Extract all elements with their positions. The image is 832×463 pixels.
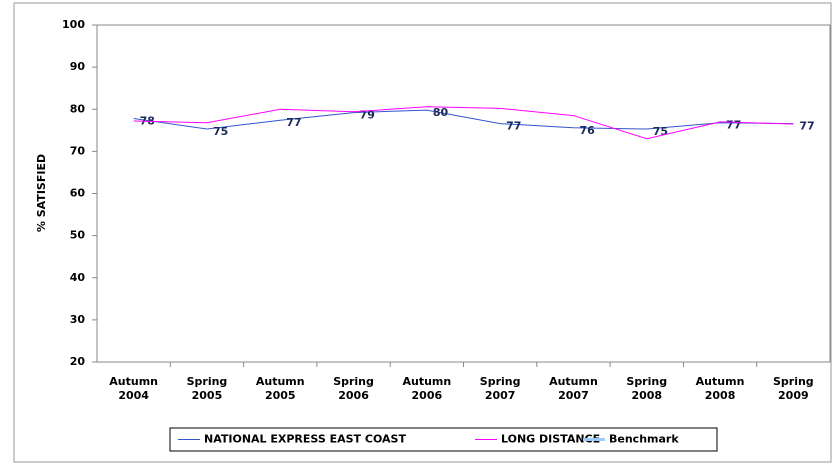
legend-label: LONG DISTANCE bbox=[501, 433, 600, 446]
y-tick-label: 60 bbox=[70, 187, 86, 200]
x-tick-label: Spring 2009 bbox=[773, 375, 814, 402]
chart-frame bbox=[13, 2, 832, 463]
y-tick-label: 70 bbox=[70, 144, 86, 157]
x-tick-label: Spring 2008 bbox=[626, 375, 667, 402]
data-label: 76 bbox=[579, 124, 595, 137]
series-line bbox=[133, 106, 794, 140]
data-label: 79 bbox=[360, 109, 375, 122]
x-tick-label: Spring 2007 bbox=[480, 375, 521, 402]
y-tick-label: 30 bbox=[70, 313, 86, 326]
y-tick-label: 50 bbox=[70, 229, 86, 242]
data-label: 77 bbox=[286, 116, 301, 129]
x-tick-label: Autumn 2005 bbox=[256, 375, 305, 402]
y-tick-label: 80 bbox=[70, 102, 86, 115]
x-tick-label: Autumn 2004 bbox=[109, 375, 158, 402]
x-tick-label: Autumn 2008 bbox=[696, 375, 745, 402]
data-label: 77 bbox=[726, 119, 741, 132]
x-tick-label: Spring 2005 bbox=[187, 375, 228, 402]
data-label: 77 bbox=[506, 120, 521, 133]
y-tick-label: 40 bbox=[70, 271, 86, 284]
x-tick-label: Autumn 2006 bbox=[402, 375, 451, 402]
data-label: 75 bbox=[213, 125, 228, 138]
x-tick-label: Autumn 2007 bbox=[549, 375, 598, 402]
y-tick-label: 100 bbox=[62, 18, 85, 31]
data-label: 77 bbox=[799, 120, 814, 133]
series-line bbox=[133, 109, 794, 130]
y-tick-label: 20 bbox=[70, 355, 86, 368]
y-tick-label: 90 bbox=[70, 60, 86, 73]
y-axis-title: % SATISFIED bbox=[35, 154, 48, 232]
legend-label: Benchmark bbox=[609, 433, 679, 446]
legend-label: NATIONAL EXPRESS EAST COAST bbox=[204, 433, 406, 446]
x-tick-label: Spring 2006 bbox=[333, 375, 374, 402]
plot-area bbox=[96, 24, 831, 363]
data-label: 80 bbox=[433, 106, 449, 119]
legend-box bbox=[169, 427, 718, 452]
